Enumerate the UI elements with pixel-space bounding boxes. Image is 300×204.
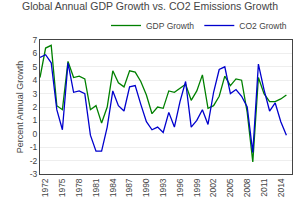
svg-text:2011: 2011 — [259, 178, 269, 197]
svg-text:1984: 1984 — [108, 178, 118, 197]
svg-text:0: 0 — [33, 129, 38, 139]
svg-text:Percent Annual Growth: Percent Annual Growth — [15, 61, 25, 154]
svg-text:1996: 1996 — [175, 178, 185, 197]
svg-text:1999: 1999 — [192, 178, 202, 197]
svg-text:1993: 1993 — [158, 178, 168, 197]
svg-text:4: 4 — [33, 75, 38, 85]
svg-text:1987: 1987 — [124, 178, 134, 197]
svg-text:CO2 Growth: CO2 Growth — [239, 21, 287, 31]
svg-text:GDP Growth: GDP Growth — [146, 21, 194, 31]
svg-text:1978: 1978 — [74, 178, 84, 197]
svg-text:6: 6 — [33, 48, 38, 58]
svg-text:-2: -2 — [30, 156, 38, 166]
svg-text:2014: 2014 — [276, 178, 286, 197]
svg-text:2002: 2002 — [208, 178, 218, 197]
svg-text:7: 7 — [33, 35, 38, 45]
svg-text:5: 5 — [33, 62, 38, 72]
svg-text:2008: 2008 — [242, 178, 252, 197]
svg-text:Global Annual GDP Growth vs. C: Global Annual GDP Growth vs. CO2 Emissio… — [22, 0, 278, 12]
svg-text:2: 2 — [33, 102, 38, 112]
svg-text:1990: 1990 — [141, 178, 151, 197]
svg-text:1972: 1972 — [40, 178, 50, 197]
svg-text:1981: 1981 — [91, 178, 101, 197]
svg-text:1975: 1975 — [57, 178, 67, 197]
svg-text:1: 1 — [33, 115, 38, 125]
svg-text:2005: 2005 — [225, 178, 235, 197]
svg-text:3: 3 — [33, 89, 38, 99]
svg-text:-1: -1 — [30, 142, 38, 152]
svg-text:-3: -3 — [30, 169, 38, 179]
